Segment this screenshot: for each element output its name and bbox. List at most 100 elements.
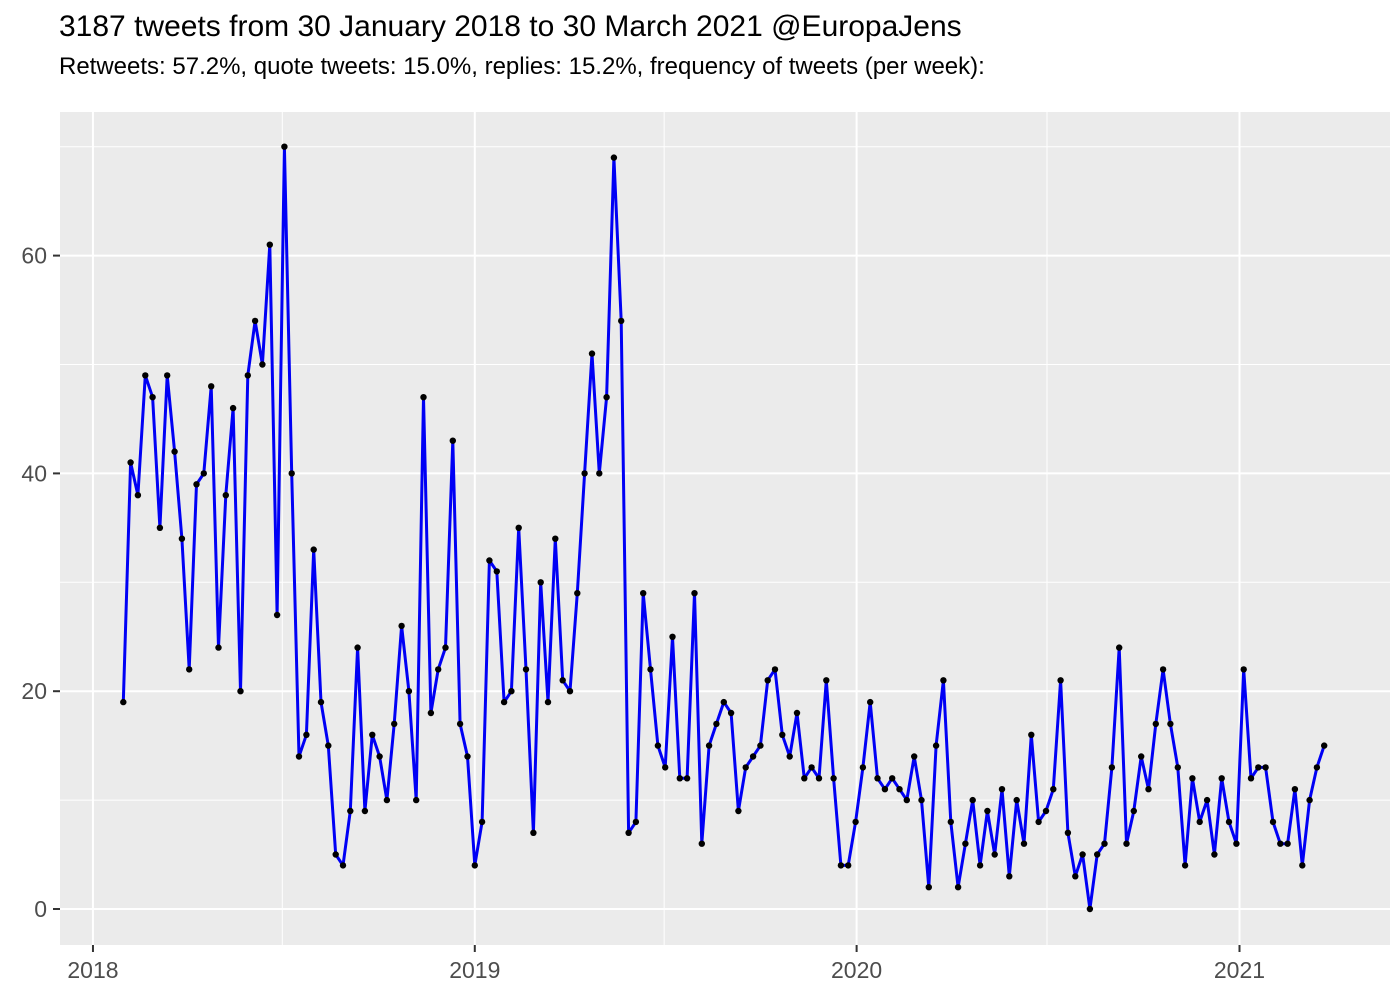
data-point bbox=[339, 862, 347, 869]
data-point bbox=[1247, 775, 1255, 782]
data-point bbox=[281, 143, 288, 150]
data-point bbox=[1196, 818, 1203, 826]
y-axis-tick-label: 20 bbox=[21, 678, 47, 704]
data-point bbox=[1211, 851, 1218, 858]
data-point bbox=[449, 437, 456, 444]
data-point bbox=[1255, 764, 1262, 771]
x-axis-tick-label: 2020 bbox=[831, 957, 882, 983]
data-point bbox=[1181, 862, 1189, 869]
data-point bbox=[1006, 873, 1013, 880]
data-point bbox=[1218, 775, 1225, 782]
data-point bbox=[251, 317, 259, 325]
data-point bbox=[742, 764, 749, 771]
chart-title: 3187 tweets from 30 January 2018 to 30 M… bbox=[59, 10, 962, 43]
y-axis-tick-label: 60 bbox=[21, 243, 47, 269]
data-point bbox=[1130, 807, 1138, 815]
data-point bbox=[456, 720, 464, 728]
data-point bbox=[288, 470, 295, 477]
data-point bbox=[1086, 905, 1094, 913]
data-point bbox=[1203, 796, 1211, 804]
data-point bbox=[369, 731, 376, 738]
data-point bbox=[889, 775, 896, 782]
data-point bbox=[918, 796, 925, 804]
data-point bbox=[1284, 840, 1291, 847]
data-point bbox=[376, 753, 383, 760]
data-point bbox=[325, 742, 332, 749]
data-point bbox=[1299, 862, 1306, 869]
data-point bbox=[317, 698, 325, 706]
data-point bbox=[808, 764, 815, 771]
data-point bbox=[771, 666, 779, 673]
data-point bbox=[295, 753, 303, 760]
data-point bbox=[705, 742, 713, 749]
data-point bbox=[171, 448, 178, 455]
data-point bbox=[801, 775, 808, 782]
data-point bbox=[1321, 742, 1328, 749]
data-point bbox=[530, 829, 537, 836]
data-point bbox=[142, 372, 149, 379]
data-point bbox=[310, 546, 317, 553]
y-axis-tick-label: 40 bbox=[21, 460, 47, 486]
data-point bbox=[1145, 786, 1152, 793]
data-point bbox=[1262, 764, 1269, 771]
data-point bbox=[347, 807, 354, 815]
data-point bbox=[500, 698, 508, 706]
data-point bbox=[244, 372, 251, 379]
data-point bbox=[749, 753, 757, 760]
data-point bbox=[837, 862, 845, 869]
data-point bbox=[1189, 775, 1196, 782]
data-point bbox=[493, 568, 500, 575]
data-point bbox=[581, 470, 588, 477]
data-point bbox=[976, 862, 984, 869]
data-point bbox=[610, 154, 618, 161]
data-point bbox=[1225, 818, 1233, 826]
data-point bbox=[120, 698, 127, 706]
data-point bbox=[911, 753, 918, 760]
data-point bbox=[552, 535, 559, 542]
chart-header: 3187 tweets from 30 January 2018 to 30 M… bbox=[59, 10, 1389, 81]
data-point bbox=[1159, 666, 1167, 673]
data-point bbox=[1079, 851, 1086, 858]
x-axis-tick-label: 2018 bbox=[67, 957, 118, 983]
data-point bbox=[786, 753, 793, 760]
data-point bbox=[1167, 720, 1174, 728]
data-point bbox=[1057, 677, 1064, 684]
data-point bbox=[420, 394, 427, 401]
data-point bbox=[1108, 764, 1116, 771]
data-point bbox=[266, 241, 273, 248]
data-point bbox=[947, 818, 954, 826]
data-point bbox=[1028, 731, 1035, 738]
data-point bbox=[867, 698, 874, 706]
data-point bbox=[720, 698, 727, 706]
data-point bbox=[698, 840, 705, 847]
data-point bbox=[566, 688, 574, 695]
data-point bbox=[969, 796, 976, 804]
data-point bbox=[1306, 796, 1313, 804]
data-point bbox=[303, 731, 310, 738]
plot-panel bbox=[60, 112, 1390, 945]
data-point bbox=[156, 524, 164, 531]
data-point bbox=[896, 786, 903, 793]
data-point bbox=[925, 884, 932, 891]
data-point bbox=[486, 557, 493, 564]
data-point bbox=[1233, 840, 1240, 847]
data-point bbox=[596, 470, 603, 477]
data-point bbox=[984, 807, 991, 815]
data-point bbox=[559, 677, 566, 684]
data-point bbox=[354, 644, 361, 651]
data-point bbox=[537, 579, 544, 586]
data-point bbox=[383, 796, 391, 804]
data-point bbox=[1101, 840, 1108, 847]
data-point bbox=[1269, 818, 1277, 826]
data-point bbox=[215, 644, 222, 651]
data-point bbox=[647, 666, 654, 673]
data-point bbox=[361, 807, 369, 815]
data-point bbox=[208, 383, 215, 390]
data-point bbox=[435, 666, 442, 673]
data-point bbox=[164, 372, 171, 379]
data-point bbox=[237, 688, 244, 695]
data-point bbox=[391, 720, 398, 728]
data-point bbox=[515, 524, 522, 531]
data-point bbox=[1020, 840, 1028, 847]
data-point bbox=[903, 796, 910, 804]
